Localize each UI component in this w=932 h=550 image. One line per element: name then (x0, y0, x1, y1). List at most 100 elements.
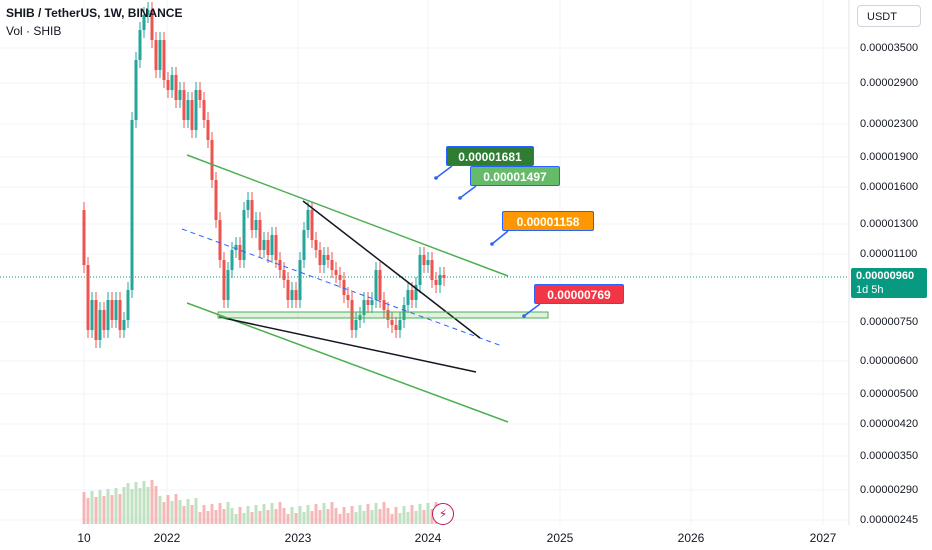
price-axis-label: 0.00000350 (860, 450, 919, 462)
volume-bar (386, 508, 390, 524)
volume-bar (342, 507, 346, 524)
candle-body (442, 275, 446, 278)
candle-body (254, 220, 258, 230)
volume-bar (214, 510, 218, 524)
price-callout[interactable]: 0.00001497 (470, 166, 560, 186)
volume-bar (338, 514, 342, 524)
price-axis-label: 0.00000750 (860, 316, 919, 328)
candle-body (386, 310, 390, 320)
candle-body (154, 40, 158, 70)
candle-body (158, 40, 162, 70)
volume-bar (314, 504, 318, 524)
volume-bar (122, 487, 126, 524)
candle-body (130, 120, 134, 290)
candle-body (230, 250, 234, 270)
currency-button[interactable]: USDT (857, 5, 921, 27)
price-callout[interactable]: 0.00001158 (502, 211, 594, 231)
volume-bar (422, 510, 426, 524)
volume-bar (198, 512, 202, 524)
candle-body (214, 180, 218, 220)
volume-bar (186, 499, 190, 524)
price-callout[interactable]: 0.00000769 (534, 284, 624, 304)
candle-body (334, 270, 338, 275)
candle-body (134, 60, 138, 120)
volume-bar (238, 507, 242, 524)
volume-bar (306, 505, 310, 524)
candle-body (382, 300, 386, 310)
candle-body (150, 10, 154, 40)
flash-icon[interactable]: ⚡ (432, 503, 454, 525)
volume-bar (394, 507, 398, 524)
bar-countdown: 1d 5h (856, 284, 884, 296)
candle-body (170, 75, 174, 90)
callout-anchor (490, 242, 494, 246)
candle-body (94, 300, 98, 340)
price-axis-label: 0.00000500 (860, 388, 919, 400)
candle-body (310, 210, 314, 240)
current-price-value: 0.00000960 (856, 270, 915, 282)
candle-body (86, 265, 90, 330)
volume-bar (286, 514, 290, 524)
symbol-title[interactable]: SHIB / TetherUS, 1W, BINANCE (6, 6, 183, 20)
candle-body (342, 280, 346, 295)
candle-body (222, 260, 226, 300)
price-axis-label: 0.00000420 (860, 418, 919, 430)
volume-bar (262, 504, 266, 524)
volume-bar (178, 500, 182, 524)
volume-bar (298, 506, 302, 524)
volume-bar (202, 505, 206, 524)
candle-body (246, 200, 250, 210)
volume-bar (374, 503, 378, 524)
channel-lower-line (186, 302, 509, 423)
volume-bar (150, 480, 154, 524)
candle-body (362, 300, 366, 315)
volume-bar (282, 508, 286, 524)
volume-bar (290, 507, 294, 524)
volume-bar (154, 486, 158, 524)
candle-body (354, 320, 358, 330)
candle-body (162, 40, 166, 80)
volume-bar (230, 508, 234, 524)
volume-bar (162, 502, 166, 524)
candle-body (166, 80, 170, 90)
candle-body (226, 270, 230, 300)
candle-body (250, 200, 254, 230)
price-axis-label: 0.00002300 (860, 118, 919, 130)
current-price-tag: 0.00000960 1d 5h (851, 268, 927, 298)
volume-bar (110, 495, 114, 524)
volume-bar (126, 483, 130, 524)
candle-body (114, 300, 118, 320)
candle-body (90, 300, 94, 330)
volume-bar (258, 511, 262, 524)
candle-body (202, 100, 206, 120)
candle-body (178, 90, 182, 100)
candle-body (318, 250, 322, 265)
candle-body (322, 255, 326, 265)
candle-body (390, 320, 394, 325)
volume-bar (418, 504, 422, 524)
candle-body (346, 295, 350, 300)
candle-body (274, 235, 278, 260)
volume-bar (98, 490, 102, 524)
volume-bar (194, 498, 198, 524)
candle-body (106, 300, 110, 330)
candle-body (286, 280, 290, 300)
volume-bar (210, 504, 214, 524)
candle-body (234, 245, 238, 250)
volume-bar (130, 489, 134, 524)
candle-body (302, 230, 306, 260)
candle-body (278, 260, 282, 270)
volume-bar (206, 511, 210, 524)
candle-body (426, 260, 430, 265)
volume-legend[interactable]: Vol · SHIB (6, 24, 62, 38)
trend-line (218, 316, 477, 373)
price-callout[interactable]: 0.00001681 (446, 146, 534, 166)
candle-body (350, 300, 354, 330)
price-axis-label: 0.00000600 (860, 355, 919, 367)
volume-bar (190, 505, 194, 524)
candle-body (398, 320, 402, 330)
candle-body (282, 270, 286, 280)
volume-bar (350, 506, 354, 524)
channel-upper-line (186, 154, 509, 277)
